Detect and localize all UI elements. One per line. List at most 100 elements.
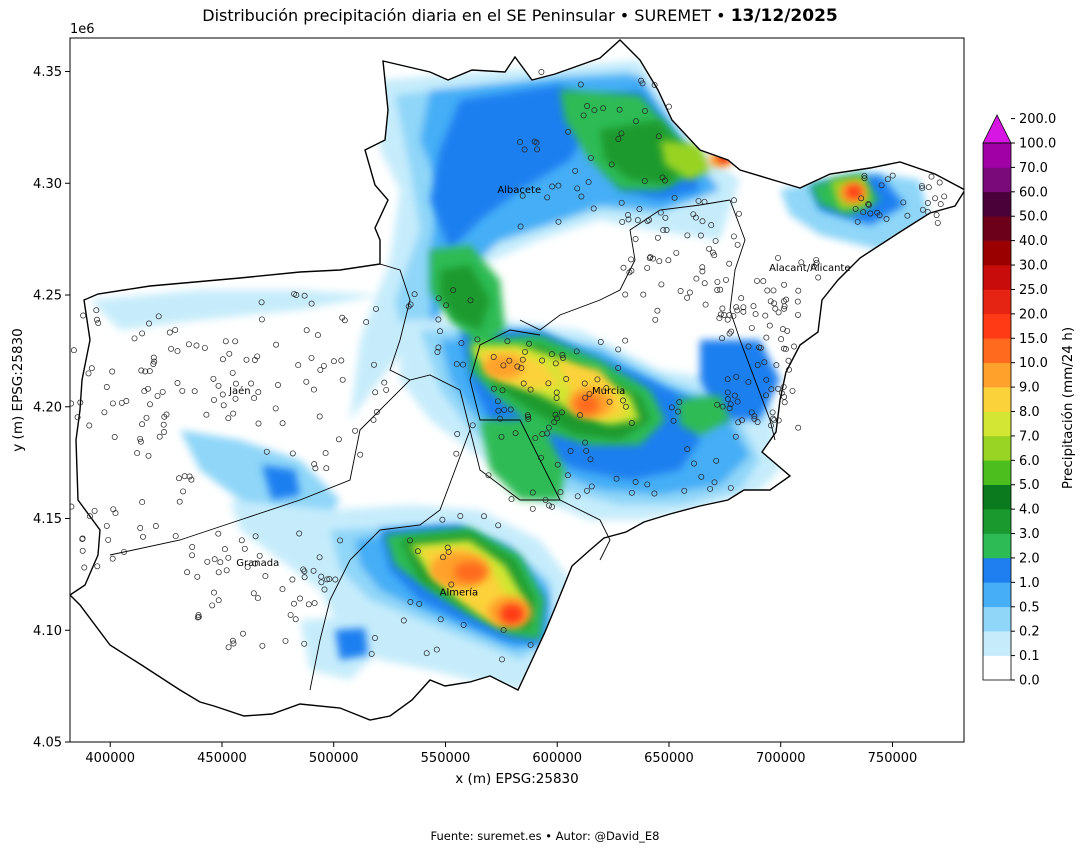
field-lime-north <box>660 140 710 180</box>
station-marker <box>731 197 737 204</box>
y-tick-label: 4.05 <box>33 736 62 751</box>
field-orange-1 <box>483 355 523 379</box>
station-marker <box>211 589 217 596</box>
field-red-3 <box>500 604 524 624</box>
station-marker <box>490 385 497 392</box>
station-marker <box>146 320 152 327</box>
station-marker <box>297 595 303 602</box>
station-marker <box>497 415 504 422</box>
station-marker <box>538 454 544 461</box>
station-marker <box>686 289 693 296</box>
station-marker <box>534 146 541 153</box>
station-marker <box>373 409 380 415</box>
station-marker <box>303 327 310 334</box>
station-marker <box>738 295 745 302</box>
station-marker <box>434 349 441 355</box>
station-marker <box>778 390 785 397</box>
station-marker <box>708 222 715 229</box>
station-marker <box>517 223 524 230</box>
station-marker <box>460 361 466 368</box>
station-marker <box>713 457 720 464</box>
colorbar-tick-label: 0.5 <box>1019 600 1040 615</box>
station-marker <box>692 214 699 221</box>
station-marker <box>330 358 337 365</box>
map-area: Albacete Jaén Murcia Alacant/Alicante Granad… <box>70 38 964 742</box>
colorbar-segment <box>983 533 1011 559</box>
station-marker <box>701 198 708 205</box>
station-marker <box>145 452 152 459</box>
station-marker <box>919 206 926 213</box>
station-marker <box>586 390 593 397</box>
station-marker <box>209 602 216 609</box>
station-marker <box>453 450 460 457</box>
station-marker <box>179 387 186 394</box>
station-marker <box>618 130 625 137</box>
station-marker <box>101 409 108 416</box>
station-marker <box>86 422 93 429</box>
station-marker <box>215 597 222 604</box>
x-tick-label: 450000 <box>197 751 247 766</box>
station-marker <box>118 399 125 406</box>
station-marker <box>305 601 312 608</box>
station-marker <box>180 488 187 495</box>
station-marker <box>597 339 604 345</box>
x-axis-label: x (m) EPSG:25830 <box>455 771 578 787</box>
station-marker <box>852 205 859 212</box>
station-marker <box>778 336 785 343</box>
station-marker <box>279 420 286 427</box>
station-marker <box>600 105 607 112</box>
station-marker <box>481 513 487 520</box>
station-marker <box>262 573 269 580</box>
station-marker <box>772 305 779 312</box>
station-marker <box>748 324 755 331</box>
station-marker <box>544 430 551 437</box>
station-marker <box>512 430 519 437</box>
station-marker <box>677 288 684 294</box>
station-marker <box>416 600 423 607</box>
station-marker <box>754 362 761 368</box>
station-marker <box>437 328 443 335</box>
station-marker <box>813 259 820 266</box>
boundary-murcia-internal <box>469 329 561 501</box>
chart-title: Distribución precipitación diaria en el … <box>0 6 1040 26</box>
station-marker <box>194 573 201 580</box>
station-marker <box>628 489 635 496</box>
station-marker <box>70 503 75 510</box>
station-marker <box>400 617 407 624</box>
station-marker <box>323 465 330 472</box>
station-marker <box>638 77 645 84</box>
station-marker <box>490 354 497 360</box>
station-marker <box>933 212 940 218</box>
station-marker <box>87 513 93 520</box>
station-marker <box>232 395 239 402</box>
station-marker <box>924 200 931 206</box>
station-marker <box>615 346 622 353</box>
station-marker <box>551 419 558 426</box>
station-marker <box>453 361 460 368</box>
station-marker <box>500 362 507 369</box>
station-marker <box>731 392 738 399</box>
station-marker <box>918 182 925 189</box>
station-marker <box>289 576 296 583</box>
station-marker <box>795 311 801 318</box>
station-marker <box>79 536 86 543</box>
station-marker <box>603 385 610 392</box>
station-marker <box>644 218 651 224</box>
station-marker <box>545 424 552 431</box>
city-label: Alacant/Alicante <box>769 263 850 274</box>
station-marker <box>138 367 145 374</box>
station-marker <box>726 260 733 267</box>
station-marker <box>651 82 658 88</box>
station-marker <box>795 424 802 431</box>
station-marker <box>622 337 629 344</box>
station-marker <box>383 386 390 393</box>
station-marker <box>719 335 725 342</box>
station-marker <box>714 401 721 408</box>
city-label: Murcia <box>592 386 625 397</box>
station-marker <box>226 350 233 357</box>
map-frame <box>69 37 965 743</box>
station-marker <box>658 281 665 288</box>
station-marker <box>585 179 592 186</box>
region-outline <box>70 39 964 721</box>
station-marker <box>137 525 144 531</box>
